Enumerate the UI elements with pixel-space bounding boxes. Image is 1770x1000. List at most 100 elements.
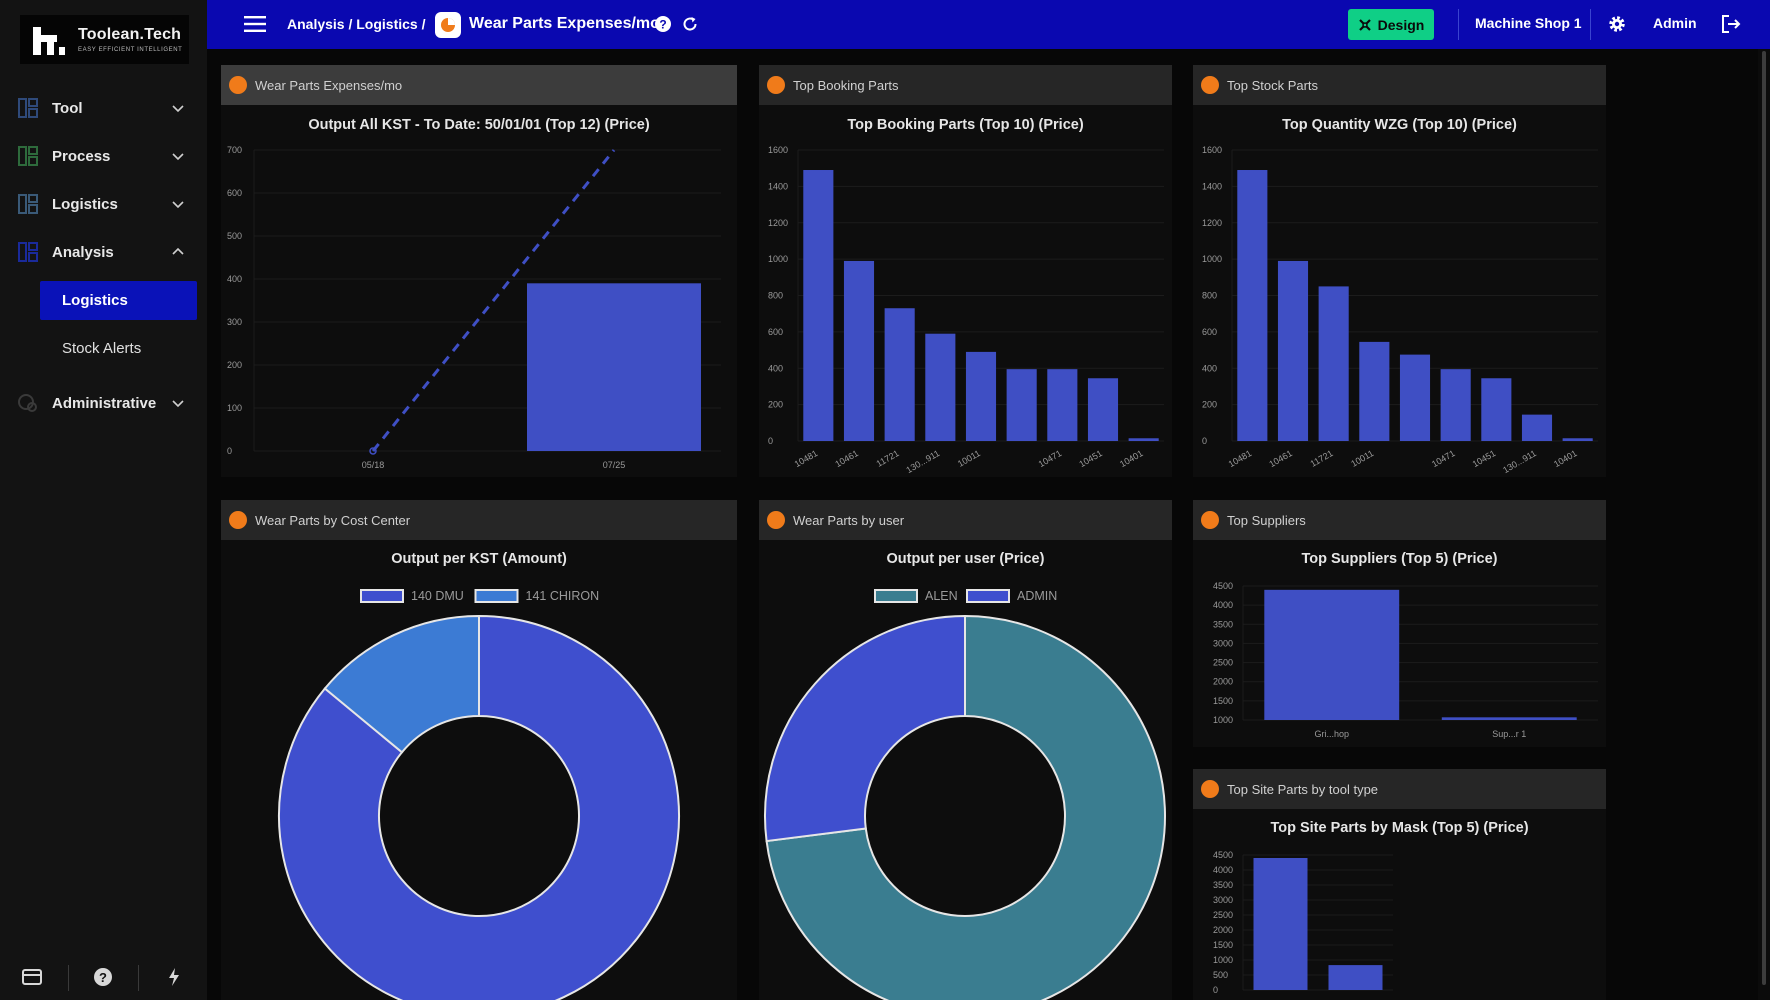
y-tick-label: 400 <box>1202 363 1217 373</box>
user-menu[interactable]: Admin <box>1653 15 1697 31</box>
legend-label: ALEN <box>925 589 958 603</box>
pie-chart-icon <box>1201 511 1219 529</box>
machine-shop-selector[interactable]: Machine Shop 1 <box>1475 15 1582 31</box>
design-tools-icon <box>1358 18 1371 31</box>
topbar-divider <box>1458 9 1459 40</box>
y-tick-label: 1200 <box>768 218 788 228</box>
sidebar-subitem-logistics[interactable]: Logistics <box>40 281 197 320</box>
y-tick-label: 0 <box>1213 985 1218 995</box>
y-tick-label: 800 <box>1202 291 1217 301</box>
y-tick-label: 0 <box>768 436 773 446</box>
refresh-icon[interactable] <box>681 15 699 33</box>
x-tick-label: 10451 <box>1471 448 1498 469</box>
bar <box>1481 378 1512 441</box>
topbar: Analysis / Logistics / Wear Parts Expens… <box>207 0 1770 49</box>
panel-title: Wear Parts by user <box>793 512 905 528</box>
scrollbar-thumb[interactable] <box>1762 51 1766 985</box>
x-tick-label: 11721 <box>1309 448 1335 469</box>
design-button[interactable]: Design <box>1348 9 1434 40</box>
chart-title: Output per user (Price) <box>886 551 1045 567</box>
y-tick-label: 3000 <box>1213 895 1233 905</box>
pie-chart-icon <box>441 18 455 32</box>
gear-icon[interactable] <box>1607 14 1627 34</box>
panel-title: Top Suppliers <box>1227 512 1306 528</box>
y-tick-label: 4000 <box>1213 865 1233 875</box>
y-tick-label: 600 <box>227 188 242 198</box>
bar <box>1328 965 1383 990</box>
logout-icon[interactable] <box>1721 14 1741 34</box>
x-tick-label: 10471 <box>1430 448 1457 469</box>
bar <box>1521 414 1553 441</box>
bar <box>1440 369 1471 441</box>
administrative-icon <box>18 394 37 412</box>
x-tick-label: 130...911 <box>904 448 941 475</box>
chevron-up-icon <box>172 247 184 255</box>
y-tick-label: 200 <box>768 400 783 410</box>
topbar-divider <box>1590 9 1591 40</box>
chart-title: Output All KST - To Date: 50/01/01 (Top … <box>308 117 650 133</box>
process-dashboard-icon <box>18 146 38 166</box>
sidebar-item-label: Administrative <box>52 394 157 412</box>
y-tick-label: 4500 <box>1213 850 1233 860</box>
y-tick-label: 0 <box>227 446 232 456</box>
y-tick-label: 3500 <box>1213 880 1233 890</box>
panel-top-stock-parts: Top Stock Parts Top Quantity WZG (Top 10… <box>1193 65 1606 477</box>
x-tick-label: 10011 <box>1349 448 1375 469</box>
y-tick-label: 500 <box>227 231 242 241</box>
card-button[interactable] <box>20 965 44 989</box>
bar <box>1253 858 1308 990</box>
y-tick-label: 1500 <box>1213 940 1233 950</box>
breadcrumb[interactable]: Analysis / Logistics / <box>287 16 426 32</box>
x-tick-label: 10011 <box>956 448 982 469</box>
flash-button[interactable] <box>162 965 186 989</box>
chart-title: Output per KST (Amount) <box>391 551 567 567</box>
suppliers-chart: 1000 1500 2000 2500 3000 3500 4000 4500 Gri...ho… <box>1213 581 1598 739</box>
x-tick-label: 10461 <box>833 448 860 469</box>
bar <box>1277 260 1309 441</box>
pie-chart-icon <box>229 76 247 94</box>
x-tick-label: 10471 <box>1037 448 1064 469</box>
y-tick-label: 4000 <box>1213 600 1233 610</box>
legend-label: 140 DMU <box>411 589 464 603</box>
sidebar-item-analysis[interactable]: Analysis <box>0 230 207 274</box>
panel-top-site-parts: Top Site Parts by tool type Top Site Par… <box>1193 769 1606 1000</box>
help-button[interactable]: ? <box>91 965 115 989</box>
sidebar: Toolean.Tech EASY EFFICIENT INTELLIGENT … <box>0 0 207 1000</box>
pie-chart-icon <box>767 76 785 94</box>
panel-header: Top Site Parts by tool type <box>1193 769 1606 809</box>
donut-slice <box>764 614 966 843</box>
logo-title: Toolean.Tech <box>78 26 182 43</box>
pie-chart-icon <box>1201 780 1219 798</box>
y-tick-label: 1000 <box>1213 955 1233 965</box>
sidebar-subitem-stock-alerts[interactable]: Stock Alerts <box>62 340 142 357</box>
chevron-down-icon <box>172 400 184 408</box>
panel-header: Top Suppliers <box>1193 500 1606 540</box>
sidebar-item-label: Logistics <box>52 195 118 213</box>
hamburger-menu-icon[interactable] <box>244 15 266 33</box>
y-tick-label: 2000 <box>1213 925 1233 935</box>
donut-slice <box>765 614 1166 1000</box>
chevron-down-icon <box>172 201 184 209</box>
panel-wear-parts-expenses: Wear Parts Expenses/mo Output All KST - … <box>221 65 737 477</box>
y-tick-label: 1600 <box>1202 145 1222 155</box>
x-tick-label: 10461 <box>1267 448 1294 469</box>
sidebar-item-administrative[interactable]: Administrative <box>0 381 207 425</box>
sidebar-item-process[interactable]: Process <box>0 134 207 178</box>
x-tick-label: 130...911 <box>1501 448 1538 475</box>
y-tick-label: 1000 <box>1202 254 1222 264</box>
bar <box>1318 286 1349 441</box>
y-tick-label: 1000 <box>768 254 788 264</box>
donut-slice <box>278 614 680 1000</box>
page-scrollbar[interactable] <box>1758 49 1770 1000</box>
sidebar-item-tool[interactable]: Tool <box>0 86 207 130</box>
sidebar-item-logistics[interactable]: Logistics <box>0 182 207 226</box>
y-tick-label: 3000 <box>1213 638 1233 648</box>
y-tick-label: 200 <box>227 360 242 370</box>
logo-subtitle: EASY EFFICIENT INTELLIGENT <box>78 47 183 53</box>
bar <box>1128 438 1159 441</box>
x-tick-label: 10481 <box>793 448 820 469</box>
help-icon[interactable]: ? <box>654 15 672 33</box>
logo[interactable]: Toolean.Tech EASY EFFICIENT INTELLIGENT <box>20 15 189 64</box>
panel-title: Top Site Parts by tool type <box>1227 781 1379 797</box>
